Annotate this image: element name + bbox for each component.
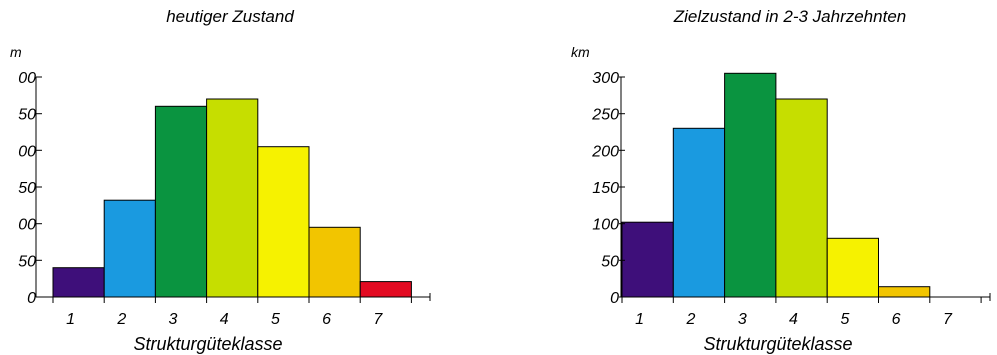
x-tick-label: 1 [66,311,75,328]
x-axis-title: Strukturgüteklasse [703,334,852,354]
y-axis-unit: km [571,44,590,60]
y-tick-label: 00 [18,70,36,87]
bar-class-4 [206,98,259,298]
bar-class-4 [775,98,828,298]
x-tick-label: 5 [271,311,280,328]
x-tick-label: 3 [169,311,178,328]
y-tick-label: 250 [591,107,619,124]
x-tick-label: 1 [635,311,644,328]
x-tick-label: 6 [892,311,901,328]
y-tick-label: 200 [591,143,619,160]
y-tick-label: 100 [592,217,619,234]
y-tick-label: 50 [18,180,36,197]
y-tick-label: 50 [18,107,36,124]
x-tick-label: 2 [116,311,126,328]
y-tick-label: 50 [601,253,619,270]
y-tick-label: 300 [592,70,619,87]
bar-class-3 [154,105,208,298]
bar-class-1 [52,267,105,298]
x-tick-label: 7 [373,311,383,328]
bar-class-6 [878,286,931,298]
chart-title: Zielzustand in 2-3 Jahrzehnten [673,7,906,26]
x-tick-labels: 1 2 3 4 5 6 7 [66,311,383,328]
bar-class-1 [621,221,674,298]
bar-class-7 [359,281,412,298]
chart-title: heutiger Zustand [166,7,294,26]
x-axis-title: Strukturgüteklasse [133,334,282,354]
y-tick-labels: 0 50 100 150 200 250 300 [591,70,619,307]
y-tick-label: 50 [18,253,36,270]
bar-class-6 [308,226,361,298]
bar-class-5 [826,237,880,298]
axes [619,76,991,303]
x-tick-label: 2 [685,311,695,328]
x-tick-label: 4 [789,311,798,328]
axes [35,76,431,303]
x-tick-labels: 1 2 3 4 5 6 7 [635,311,953,328]
chart-target-state: Zielzustand in 2-3 Jahrzehnten km 0 50 100… [571,7,991,354]
chart-current-state: heutiger Zustand m 0 50 00 50 00 50 00 1 2 3 4 5 6 7… [10,7,431,354]
y-tick-label: 00 [18,217,36,234]
x-tick-label: 7 [943,311,953,328]
x-tick-label: 5 [840,311,849,328]
bar-class-5 [257,146,310,298]
bar-group [52,98,412,298]
y-tick-label: 0 [610,290,619,307]
bar-class-3 [724,72,777,298]
y-tick-label: 00 [18,143,36,160]
y-axis-unit: m [10,44,22,60]
bar-class-2 [103,199,156,298]
x-tick-label: 3 [738,311,747,328]
x-tick-label: 6 [322,311,331,328]
y-tick-label: 150 [592,180,619,197]
y-tick-label: 0 [27,290,36,307]
y-tick-labels: 0 50 00 50 00 50 00 [18,70,36,307]
bar-class-2 [672,127,726,298]
x-tick-label: 4 [220,311,229,328]
bar-group [621,72,931,298]
